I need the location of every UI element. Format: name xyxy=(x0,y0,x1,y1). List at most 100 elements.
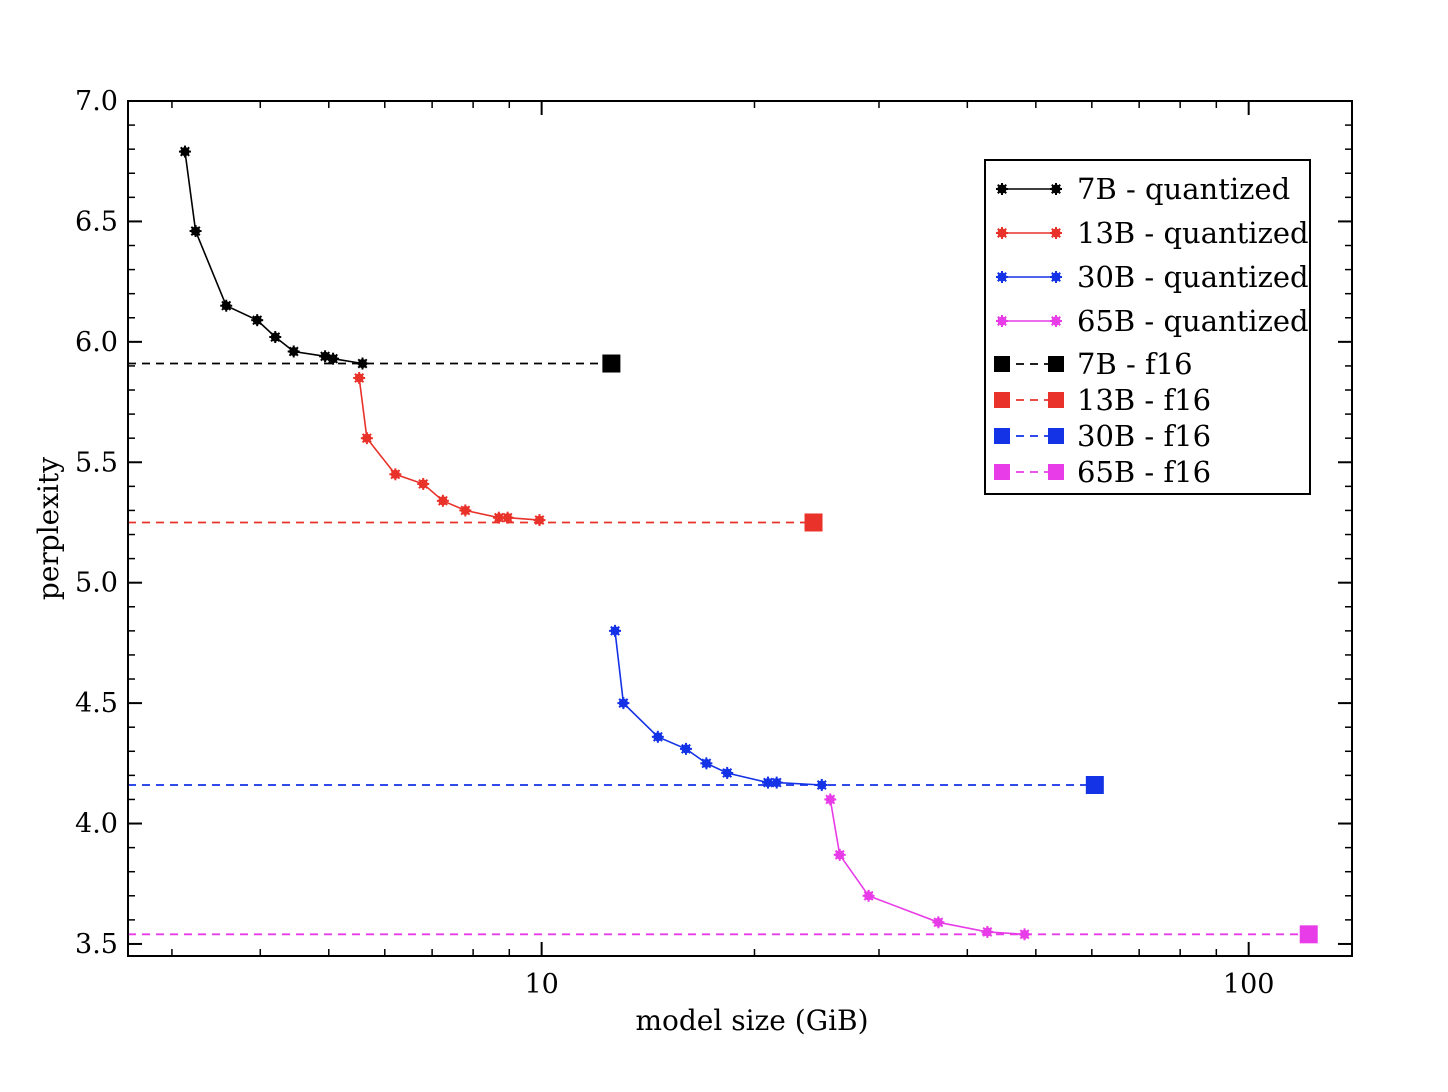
marker-ray xyxy=(618,698,629,709)
legend-swatch-marker xyxy=(1048,392,1064,408)
legend-label: 30B - quantized xyxy=(1077,260,1309,294)
data-point xyxy=(981,925,994,938)
data-point xyxy=(436,494,449,507)
marker-ray xyxy=(493,512,504,523)
data-point xyxy=(251,314,264,327)
data-point xyxy=(287,345,300,358)
data-point xyxy=(824,793,837,806)
marker-ray xyxy=(357,358,368,369)
marker-ray xyxy=(997,184,1007,194)
legend-entry: 30B - quantized xyxy=(996,260,1309,294)
series-65b-f16 xyxy=(128,925,1318,944)
marker-ray xyxy=(252,315,263,326)
f16-marker xyxy=(602,354,621,373)
legend-swatch-marker xyxy=(996,183,1008,195)
marker-ray xyxy=(933,917,944,928)
f16-marker xyxy=(804,513,823,532)
data-point xyxy=(459,504,472,517)
marker-ray xyxy=(320,351,331,362)
data-point xyxy=(501,511,514,524)
data-point xyxy=(833,848,846,861)
marker-ray xyxy=(825,794,836,805)
marker-ray xyxy=(221,300,232,311)
marker-ray xyxy=(418,478,429,489)
legend-swatch-marker xyxy=(994,392,1010,408)
legend-swatch-marker xyxy=(994,428,1010,444)
f16-marker xyxy=(1085,776,1104,794)
marker-ray xyxy=(997,228,1007,238)
data-point xyxy=(189,225,202,238)
legend-label: 65B - quantized xyxy=(1077,304,1309,338)
marker-ray xyxy=(361,433,372,444)
data-point xyxy=(389,468,402,481)
f16-marker xyxy=(1299,925,1318,944)
legend-box xyxy=(984,159,1311,495)
legend-entry: 7B - quantized xyxy=(996,172,1290,206)
legend-swatch-marker xyxy=(1048,428,1064,444)
data-point xyxy=(327,352,340,365)
data-point xyxy=(721,766,734,779)
marker-ray xyxy=(354,373,365,383)
data-point xyxy=(700,757,713,770)
marker-ray xyxy=(1051,228,1061,238)
legend-label: 13B - f16 xyxy=(1077,383,1211,417)
legend-swatch-marker xyxy=(1048,464,1064,480)
legend-swatch-marker xyxy=(996,271,1008,283)
marker-ray xyxy=(328,353,339,364)
plot-frame xyxy=(127,100,1353,957)
series-layer xyxy=(128,145,1318,944)
legend-swatch-marker xyxy=(1050,315,1062,327)
legend-entry: 7B - f16 xyxy=(994,347,1193,381)
marker-ray xyxy=(1051,184,1061,194)
marker-ray xyxy=(610,625,620,636)
x-tick-label: 10 xyxy=(524,969,558,1000)
marker-ray xyxy=(997,272,1007,282)
data-point xyxy=(220,299,233,312)
marker-ray xyxy=(460,505,471,516)
legend-entry: 65B - f16 xyxy=(994,455,1211,489)
legend-label: 13B - quantized xyxy=(1077,216,1309,250)
legend-swatch-marker xyxy=(1050,183,1062,195)
marker-ray xyxy=(834,849,845,860)
marker-ray xyxy=(270,332,281,342)
y-tick-label: 4.5 xyxy=(75,688,118,719)
series-30b-quantized xyxy=(609,624,828,791)
y-tick-label: 6.5 xyxy=(75,206,118,237)
y-tick-label: 5.0 xyxy=(75,568,118,599)
data-point xyxy=(679,742,692,755)
legend: 7B - quantized 13B - quantized 30B - quant… xyxy=(984,159,1311,495)
marker-ray xyxy=(1051,272,1061,282)
series-30b-f16 xyxy=(128,776,1104,794)
marker-ray xyxy=(863,890,874,901)
data-point xyxy=(353,371,366,384)
legend-swatch-marker xyxy=(994,464,1010,480)
x-axis-title: model size (GiB) xyxy=(635,1004,868,1037)
legend-swatch-marker xyxy=(996,227,1008,239)
tick-labels: 3.5 4.0 4.5 5.0 5.5 6.0 6.5 7.0 10 100 xyxy=(75,86,1274,1000)
data-point xyxy=(609,624,622,637)
data-point xyxy=(269,331,282,344)
y-tick-label: 7.0 xyxy=(75,86,118,117)
legend-label: 30B - f16 xyxy=(1077,419,1211,453)
series-13b-f16 xyxy=(128,513,823,532)
y-axis-title: perplexity xyxy=(32,457,65,600)
legend-label: 7B - quantized xyxy=(1077,172,1290,206)
legend-swatch-marker xyxy=(994,356,1010,372)
x-tick-label: 100 xyxy=(1223,969,1275,1000)
data-point xyxy=(533,514,546,527)
data-point xyxy=(617,697,630,710)
y-tick-label: 3.5 xyxy=(75,929,118,960)
marker-ray xyxy=(681,743,691,754)
data-point xyxy=(862,889,875,902)
marker-ray xyxy=(701,758,712,769)
marker-ray xyxy=(997,316,1007,326)
data-point xyxy=(319,350,332,363)
legend-entry: 13B - quantized xyxy=(996,216,1309,250)
series-7b-f16 xyxy=(128,354,621,373)
legend-swatch-marker xyxy=(1050,227,1062,239)
axis-ticks xyxy=(128,100,1352,956)
legend-label: 65B - f16 xyxy=(1077,455,1211,489)
marker-ray xyxy=(180,146,190,157)
series-line xyxy=(829,799,1025,936)
